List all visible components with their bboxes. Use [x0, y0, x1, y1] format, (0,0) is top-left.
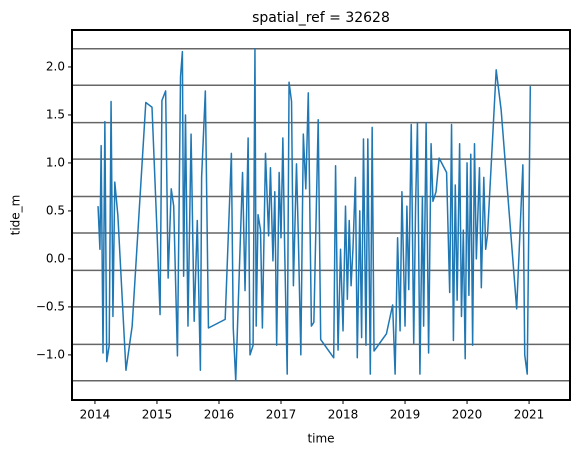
plot-frame [71, 29, 571, 401]
y-tick-label: 0.0 [46, 251, 65, 265]
x-tick-label: 2016 [204, 408, 235, 422]
y-tick-label: −0.5 [36, 299, 65, 313]
chart-title: spatial_ref = 32628 [252, 10, 390, 26]
y-axis-label: tide_m [9, 195, 23, 236]
data-line [97, 47, 532, 382]
x-tick-label: 2018 [328, 408, 359, 422]
y-tick-label: 0.5 [46, 203, 65, 217]
x-tick-label: 2020 [452, 408, 483, 422]
x-tick-label: 2021 [514, 408, 545, 422]
y-tick-label: 1.0 [46, 155, 65, 169]
x-tick-label: 2019 [390, 408, 421, 422]
x-tick-label: 2015 [142, 408, 173, 422]
y-tick-label: 2.0 [46, 59, 65, 73]
y-tick-label: 1.5 [46, 107, 65, 121]
x-tick-label: 2017 [266, 408, 297, 422]
x-axis-label: time [307, 432, 334, 446]
x-tick-label: 2014 [80, 408, 111, 422]
y-tick-label: −1.0 [36, 347, 65, 361]
